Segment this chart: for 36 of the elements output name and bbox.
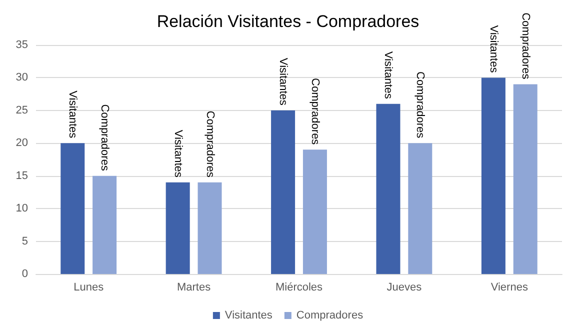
legend-label: Visitantes xyxy=(224,310,273,322)
x-tick-label: Martes xyxy=(176,282,212,294)
y-tick-label: 15 xyxy=(16,170,28,182)
y-tick-label: 10 xyxy=(16,202,28,215)
bar xyxy=(271,110,296,274)
x-tick-label: Jueves xyxy=(386,282,422,294)
bar xyxy=(408,143,432,274)
bar xyxy=(92,176,117,274)
y-tick-label: 35 xyxy=(16,39,28,51)
bar xyxy=(60,143,85,274)
x-tick-label: Lunes xyxy=(74,282,104,294)
bar xyxy=(376,104,400,274)
data-label: Visitantes xyxy=(66,90,79,139)
bar xyxy=(166,182,190,274)
bar xyxy=(481,78,506,274)
data-label: Compradores xyxy=(519,12,532,80)
y-tick-label: 0 xyxy=(22,268,28,280)
y-tick-label: 5 xyxy=(22,235,28,248)
legend-label: Compradores xyxy=(296,310,364,322)
data-label: Compradores xyxy=(414,72,426,139)
data-label: Compradores xyxy=(98,104,111,172)
data-label: Visitantes xyxy=(487,25,500,74)
x-tick-label: Miércoles xyxy=(275,282,324,294)
bar xyxy=(198,182,222,274)
y-tick-label: 25 xyxy=(16,104,28,116)
x-tick-label: Viernes xyxy=(490,282,528,294)
bar xyxy=(302,150,327,274)
data-label: Compradores xyxy=(308,78,321,146)
data-label: Visitantes xyxy=(277,58,290,106)
y-tick-label: 30 xyxy=(16,72,28,84)
bar xyxy=(513,84,538,274)
chart-title: Relación Visitantes - Compradores xyxy=(156,12,420,31)
y-tick-label: 20 xyxy=(16,137,28,150)
data-label: Visitantes xyxy=(172,130,184,178)
data-label: Compradores xyxy=(204,110,216,178)
data-label: Visitantes xyxy=(382,51,394,100)
